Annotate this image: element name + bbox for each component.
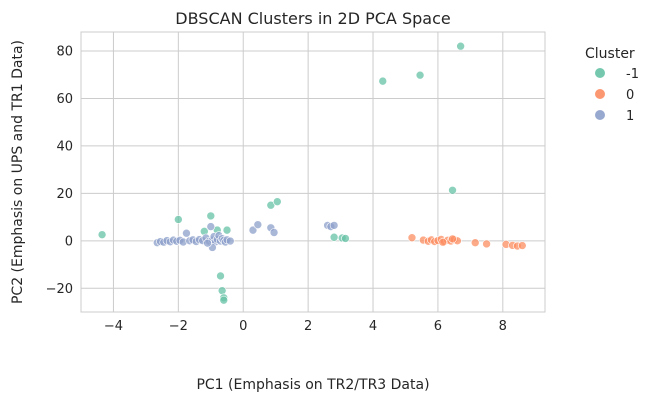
data-point-cluster-1 <box>206 222 216 231</box>
data-point-cluster-0 <box>517 241 527 250</box>
x-axis-label: PC1 (Emphasis on TR2/TR3 Data) <box>196 377 429 393</box>
x-tick-label: −4 <box>104 319 123 334</box>
data-point-cluster-0 <box>470 238 480 248</box>
data-point-cluster-1 <box>253 220 263 229</box>
data-point-cluster--1 <box>222 225 232 235</box>
x-tick-label: 2 <box>304 319 312 334</box>
data-point-cluster-1 <box>182 228 191 238</box>
y-tick-label: 0 <box>65 234 73 249</box>
y-tick-label: 20 <box>56 187 73 202</box>
data-point-cluster-0 <box>407 233 417 243</box>
data-point-cluster--1 <box>174 215 183 224</box>
scatter-points <box>97 41 527 305</box>
y-axis-label: PC2 (Emphasis on UPS and TR1 Data) <box>10 40 26 304</box>
x-tick-label: −2 <box>169 319 188 334</box>
y-tick-label: −20 <box>46 282 73 297</box>
data-point-cluster-1 <box>329 221 339 230</box>
y-tick-label: 80 <box>56 44 73 59</box>
y-tick-label: 60 <box>56 92 73 107</box>
legend-marker--1 <box>595 68 605 78</box>
x-tick-label: 0 <box>239 319 247 334</box>
data-point-cluster--1 <box>97 230 107 239</box>
legend-label-1: 1 <box>626 109 634 124</box>
data-point-cluster--1 <box>217 286 227 295</box>
x-tick-label: 6 <box>434 319 442 334</box>
legend-label--1: -1 <box>626 67 639 82</box>
plot-area <box>80 31 546 313</box>
data-point-cluster--1 <box>273 197 282 206</box>
data-point-cluster-1 <box>248 225 258 235</box>
grid <box>81 32 545 312</box>
legend: Cluster -1 0 1 <box>585 46 639 124</box>
data-point-cluster--1 <box>329 232 339 242</box>
data-point-cluster-1 <box>269 228 279 237</box>
data-point-cluster-0 <box>482 239 491 249</box>
chart-title: DBSCAN Clusters in 2D PCA Space <box>175 9 450 28</box>
data-point-cluster-0 <box>448 234 457 244</box>
data-point-cluster--1 <box>341 234 350 243</box>
x-tick-label: 8 <box>499 319 507 334</box>
data-point-cluster--1 <box>456 41 465 51</box>
x-axis-ticks: −4 −2 0 2 4 6 8 <box>104 319 507 334</box>
data-point-cluster--1 <box>216 271 225 281</box>
y-axis-ticks: −20 0 20 40 60 80 <box>46 44 73 296</box>
data-point-cluster-0 <box>438 237 448 247</box>
y-tick-label: 40 <box>56 139 73 154</box>
data-point-cluster-1 <box>225 236 235 246</box>
data-point-cluster-1 <box>203 238 212 248</box>
legend-marker-0 <box>595 89 605 99</box>
legend-title: Cluster <box>585 46 635 62</box>
data-point-cluster--1 <box>266 200 276 210</box>
data-point-cluster--1 <box>378 76 388 86</box>
legend-marker-1 <box>595 110 605 120</box>
legend-label-0: 0 <box>626 88 634 103</box>
data-point-cluster--1 <box>219 295 229 305</box>
data-point-cluster--1 <box>448 185 457 195</box>
x-tick-label: 4 <box>369 319 377 334</box>
data-point-cluster--1 <box>206 211 216 221</box>
data-point-cluster--1 <box>415 70 425 80</box>
